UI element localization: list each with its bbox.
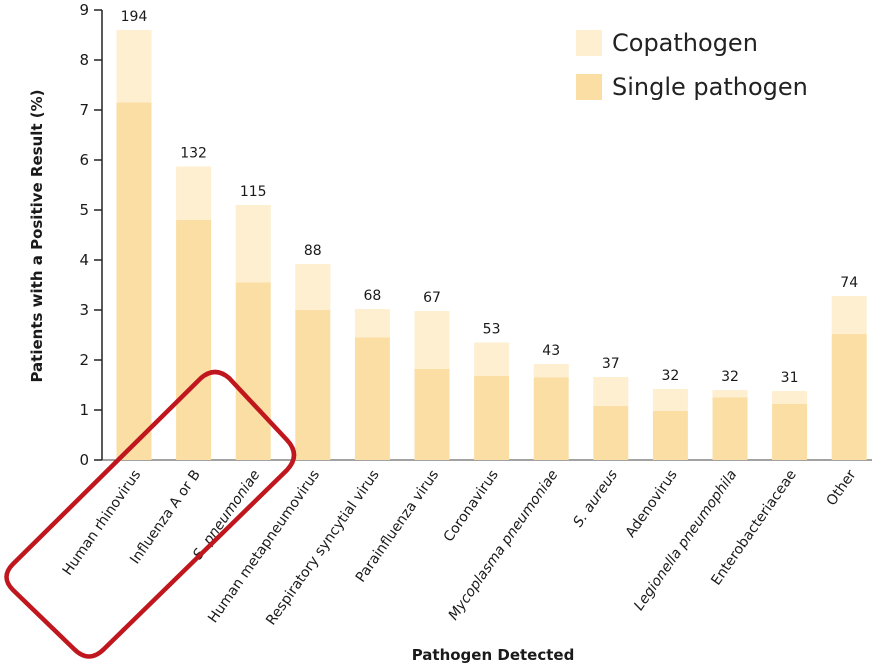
count-label: 32 (721, 369, 739, 385)
count-labels: 194 132 115 88 68 67 53 43 37 32 32 31 74 (121, 9, 859, 386)
bar-single-pathogen (354, 337, 390, 460)
x-tick-label: Respiratory syncytial virus (263, 467, 383, 628)
bar-copathogen (831, 296, 867, 334)
count-label: 31 (781, 370, 799, 386)
count-label: 53 (483, 322, 501, 338)
count-label: 115 (240, 184, 267, 200)
bar-copathogen (712, 390, 748, 398)
count-label: 67 (423, 290, 441, 306)
bar-single-pathogen (116, 102, 152, 460)
count-label: 43 (542, 343, 560, 359)
bar-copathogen (235, 205, 271, 283)
bar-single-pathogen (772, 404, 808, 460)
bar-single-pathogen (414, 369, 450, 460)
x-tick-label: Legionella pneumophila (631, 467, 740, 613)
x-tick-label: S. aureus (570, 467, 621, 530)
y-tick-label: 7 (79, 101, 89, 119)
x-tick-label: Coronavirus (441, 467, 502, 545)
x-axis-title: Pathogen Detected (412, 646, 575, 664)
bars (116, 30, 867, 460)
count-label: 32 (661, 368, 679, 384)
y-tick-label: 3 (79, 301, 89, 319)
bar-copathogen (414, 311, 450, 369)
bar-copathogen (652, 389, 688, 411)
x-tick-label: Adenovirus (623, 467, 681, 540)
count-label: 88 (304, 243, 322, 259)
bar-copathogen (533, 364, 569, 378)
bar-copathogen (295, 264, 331, 310)
bar-copathogen (354, 309, 390, 338)
bar-copathogen (176, 166, 212, 220)
bar-copathogen (474, 342, 510, 376)
bar-single-pathogen (176, 220, 212, 460)
bar-copathogen (116, 30, 152, 103)
x-tick-label: Mycoplasma pneumoniae (445, 467, 561, 623)
bar-single-pathogen (712, 397, 748, 460)
count-label: 37 (602, 356, 620, 372)
legend: Copathogen Single pathogen (576, 29, 808, 101)
bar-single-pathogen (652, 411, 688, 460)
y-tick-label: 6 (79, 151, 89, 169)
legend-label: Copathogen (612, 29, 758, 57)
bar-single-pathogen (533, 377, 569, 460)
y-axis-title: Patients with a Positive Result (%) (28, 89, 46, 382)
y-tick-label: 4 (79, 251, 89, 269)
legend-swatch (576, 30, 602, 56)
bar-copathogen (593, 377, 629, 406)
bar-single-pathogen (474, 376, 510, 460)
x-tick-label: Other (824, 467, 860, 509)
bar-single-pathogen (593, 406, 629, 460)
legend-label: Single pathogen (612, 73, 808, 101)
bar-single-pathogen (295, 310, 331, 460)
highlight-annotation (4, 369, 297, 659)
y-tick-label: 8 (79, 51, 89, 69)
count-label: 132 (180, 146, 207, 162)
y-tick-label: 2 (79, 351, 89, 369)
y-tick-label: 0 (79, 451, 89, 469)
y-tick-label: 5 (79, 201, 89, 219)
y-tick-label: 1 (79, 401, 89, 419)
count-label: 74 (840, 275, 858, 291)
count-label: 194 (121, 9, 148, 25)
bar-single-pathogen (235, 282, 271, 460)
y-tick-label: 9 (79, 1, 89, 19)
legend-swatch (576, 74, 602, 100)
bar-single-pathogen (831, 334, 867, 460)
bar-copathogen (772, 391, 808, 404)
count-label: 68 (363, 288, 381, 304)
